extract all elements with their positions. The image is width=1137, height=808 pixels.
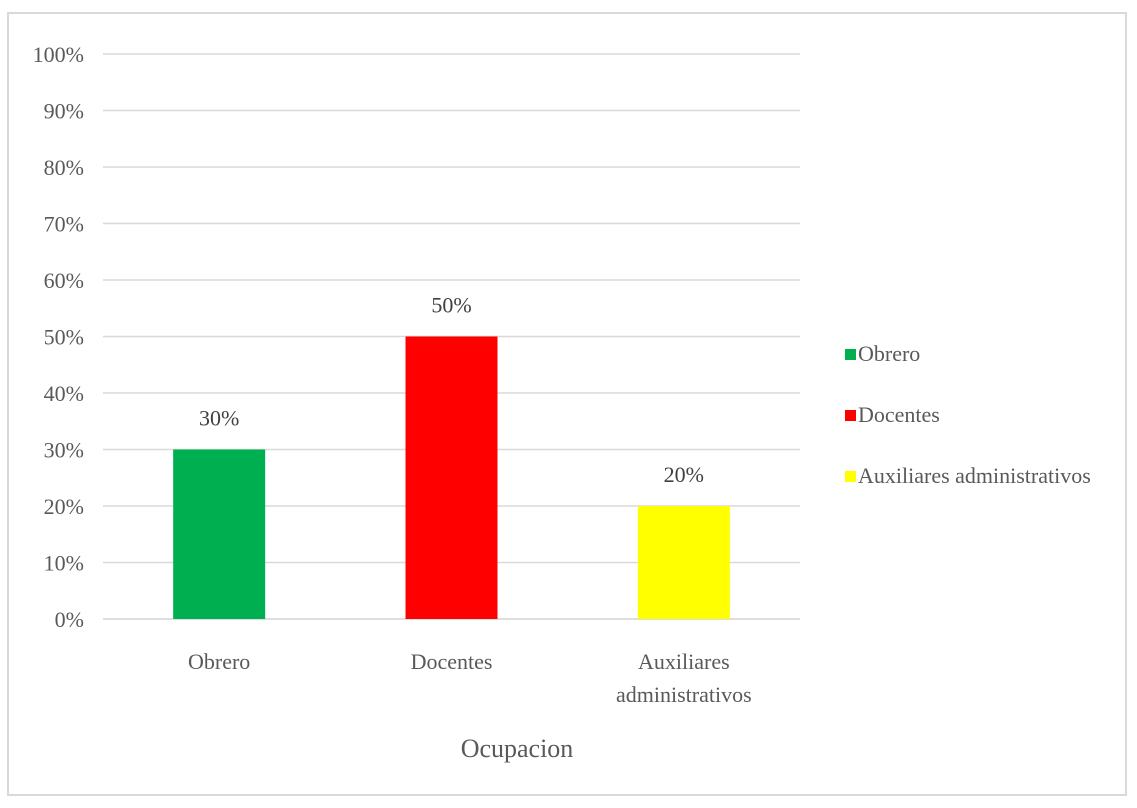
- x-category-line: Auxiliares: [638, 649, 730, 674]
- x-axis-categories: Obrero Docentes Auxiliares administrativos: [188, 649, 752, 707]
- data-label: 20%: [664, 462, 704, 487]
- x-category-line: Docentes: [411, 649, 493, 674]
- legend-label: Auxiliares administrativos: [858, 463, 1091, 488]
- legend-swatch: [845, 349, 856, 360]
- y-tick-label: 20%: [44, 494, 84, 519]
- x-category-line: Obrero: [188, 649, 250, 674]
- legend: Obrero Docentes Auxiliares administrativos: [845, 341, 1091, 488]
- chart-frame: [7, 12, 1127, 796]
- y-axis-ticks: 0% 10% 20% 30% 40% 50% 60% 70% 80% 90% 100%: [33, 42, 84, 632]
- y-tick-label: 80%: [44, 155, 84, 180]
- bars: [173, 336, 730, 619]
- y-tick-label: 60%: [44, 268, 84, 293]
- x-category-line: administrativos: [616, 682, 752, 707]
- bar-docentes: [405, 336, 498, 619]
- y-tick-label: 10%: [44, 551, 84, 576]
- data-label: 50%: [431, 293, 471, 318]
- x-axis-title: Ocupacion: [461, 734, 574, 763]
- legend-label: Docentes: [858, 402, 940, 427]
- bar-auxiliares-administrativos: [637, 506, 730, 619]
- y-tick-label: 0%: [55, 607, 84, 632]
- y-tick-label: 70%: [44, 212, 84, 237]
- x-category-label: Auxiliares administrativos: [616, 649, 752, 707]
- data-labels: 30% 50% 20%: [199, 293, 704, 488]
- y-tick-label: 30%: [44, 438, 84, 463]
- y-tick-label: 50%: [44, 325, 84, 350]
- bar-obrero: [173, 449, 266, 619]
- x-category-label: Docentes: [411, 649, 493, 674]
- legend-swatch: [845, 471, 856, 482]
- y-tick-label: 100%: [33, 42, 84, 67]
- y-tick-label: 90%: [44, 99, 84, 124]
- x-category-label: Obrero: [188, 649, 250, 674]
- y-tick-label: 40%: [44, 381, 84, 406]
- data-label: 30%: [199, 406, 239, 431]
- legend-label: Obrero: [858, 341, 920, 366]
- legend-swatch: [845, 410, 856, 421]
